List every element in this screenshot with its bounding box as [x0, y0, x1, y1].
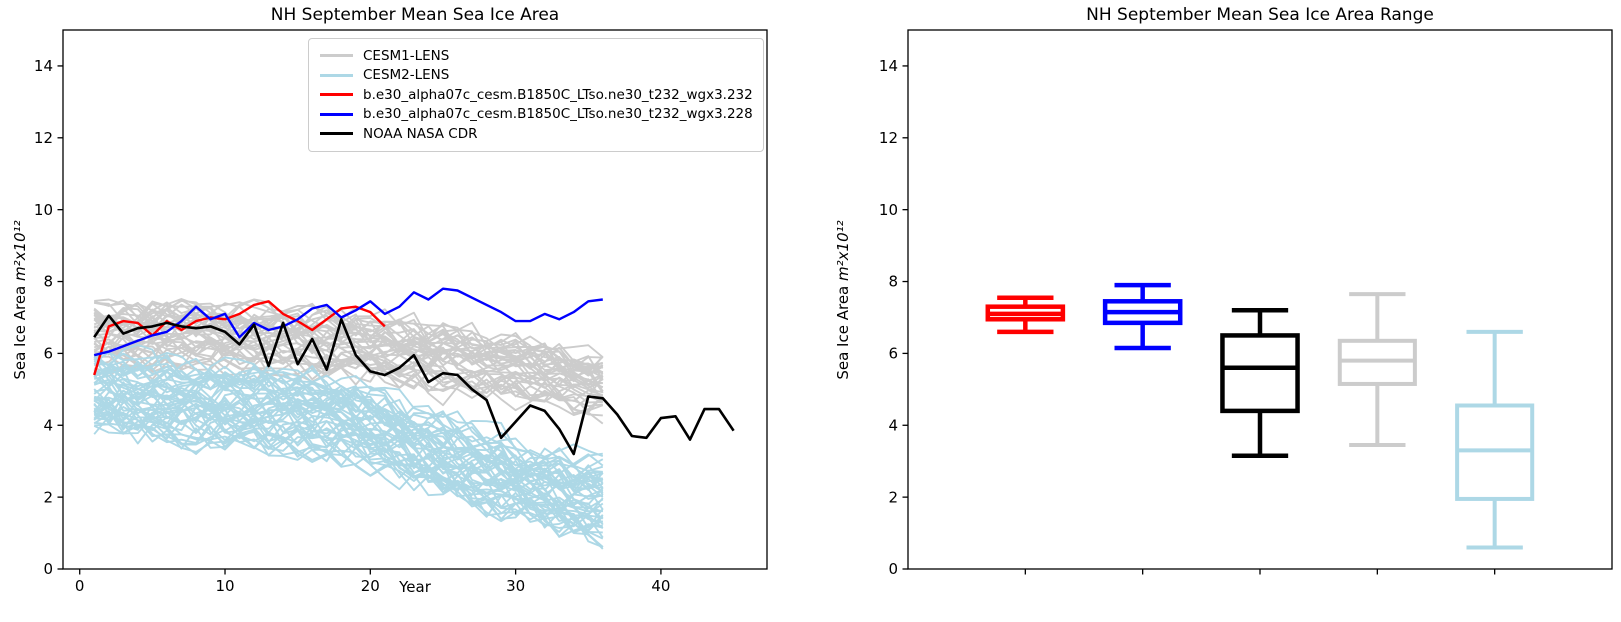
legend-line-swatch	[320, 132, 353, 136]
ensemble-member-line	[93, 413, 603, 538]
ensemble-member-line	[93, 373, 604, 488]
x-tick-label: 30	[506, 577, 525, 595]
left-chart-title: NH September Mean Sea Ice Area	[270, 5, 560, 25]
ensemble-member-line	[93, 402, 604, 540]
boxplot-cesm1-lens	[1337, 292, 1417, 448]
y-tick-label: 8	[43, 273, 53, 291]
legend-item: b.e30_alpha07c_cesm.B1850C_LTso.ne30_t23…	[316, 105, 753, 125]
y-tick-label: 0	[888, 560, 898, 578]
legend-line-swatch	[320, 93, 353, 97]
legend-item-label: b.e30_alpha07c_cesm.B1850C_LTso.ne30_t23…	[363, 86, 753, 103]
ylabel-units: m²x10¹²	[834, 220, 852, 281]
x-tick-label: 10	[215, 577, 234, 595]
y-tick-label: 12	[34, 129, 53, 147]
y-tick-label: 4	[888, 416, 898, 434]
ensemble-member-line	[93, 336, 604, 402]
legend-line-swatch	[320, 73, 353, 77]
boxplot-noaa-nasa-cdr	[1220, 308, 1300, 459]
ensemble-member-line	[93, 406, 604, 548]
y-tick-label: 6	[43, 345, 53, 363]
legend: CESM1-LENS CESM2-LENS b.e30_alpha07c_ces…	[308, 38, 764, 152]
legend-item: CESM1-LENS	[316, 46, 753, 66]
right-chart-title: NH September Mean Sea Ice Area Range	[1086, 5, 1434, 25]
ylabel-units: m²x10¹²	[11, 220, 29, 281]
ensemble-member-line	[94, 331, 604, 402]
axes-frame	[62, 29, 768, 570]
ylabel-text: Sea Ice Area	[834, 280, 852, 380]
legend-item: NOAA NASA CDR	[316, 124, 753, 144]
ensemble-member-line	[93, 396, 603, 534]
cesm2-lens-ensemble-lines	[93, 343, 604, 550]
ensemble-member-line	[93, 369, 603, 487]
ensemble-member-line	[93, 299, 604, 374]
y-tick-label: 8	[888, 273, 898, 291]
box	[1220, 333, 1300, 414]
x-tick-label: 0	[75, 577, 85, 595]
left-chart-ylabel: Sea Ice Area m²x10¹²	[11, 220, 29, 379]
ensemble-member-line	[93, 363, 604, 493]
y-tick-label: 14	[879, 57, 898, 75]
legend-line-swatch	[320, 54, 353, 58]
legend-line-swatch	[320, 112, 353, 116]
series-line-b-e30-alpha07c-cesm-b1850c-ltso-ne30-t23	[93, 287, 603, 357]
left-axes: 0 10 20 30 40 0 2 4 6 8 10 12 14	[34, 29, 768, 595]
y-tick-label: 0	[43, 560, 53, 578]
ensemble-member-line	[93, 298, 603, 370]
boxplot-cesm2-lens	[1455, 329, 1535, 550]
y-tick-label: 12	[879, 129, 898, 147]
ensemble-member-line	[94, 301, 604, 389]
legend-item-label: b.e30_alpha07c_cesm.B1850C_LTso.ne30_t23…	[363, 106, 753, 123]
legend-item-label: NOAA NASA CDR	[363, 125, 478, 142]
ensemble-member-line	[93, 341, 604, 425]
ensemble-member-line	[93, 299, 604, 386]
legend-item-label: CESM2-LENS	[363, 67, 450, 84]
legend-item-label: CESM1-LENS	[363, 47, 450, 64]
right-axes: 0 2 4 6 8 10 12 14	[879, 29, 1613, 578]
y-tick-label: 10	[34, 201, 53, 219]
x-tick-label: 40	[651, 577, 670, 595]
left-chart-xlabel: Year	[399, 578, 431, 596]
x-tick-label: 20	[361, 577, 380, 595]
y-tick-label: 6	[888, 345, 898, 363]
series-line-noaa-nasa-cdr	[93, 314, 735, 456]
y-tick-label: 14	[34, 57, 53, 75]
y-tick-label: 2	[888, 488, 898, 506]
ensemble-member-line	[93, 380, 603, 488]
ylabel-text: Sea Ice Area	[11, 280, 29, 380]
ensemble-member-line	[93, 403, 604, 550]
legend-item: CESM2-LENS	[316, 66, 753, 86]
boxplot-b-e30-alpha07c-cesm-b1850c-ltso-ne30-t23	[1102, 282, 1183, 351]
y-tick-label: 2	[43, 488, 53, 506]
y-tick-label: 4	[43, 416, 53, 434]
ensemble-member-line	[93, 366, 604, 493]
ensemble-member-line	[93, 343, 604, 472]
axes-frame	[907, 29, 1613, 570]
legend-item: b.e30_alpha07c_cesm.B1850C_LTso.ne30_t23…	[316, 85, 753, 105]
boxplot-b-e30-alpha07c-cesm-b1850c-ltso-ne30-t23	[985, 295, 1066, 335]
ensemble-member-line	[93, 338, 604, 402]
y-tick-label: 10	[879, 201, 898, 219]
right-chart-ylabel: Sea Ice Area m²x10¹²	[834, 220, 852, 379]
